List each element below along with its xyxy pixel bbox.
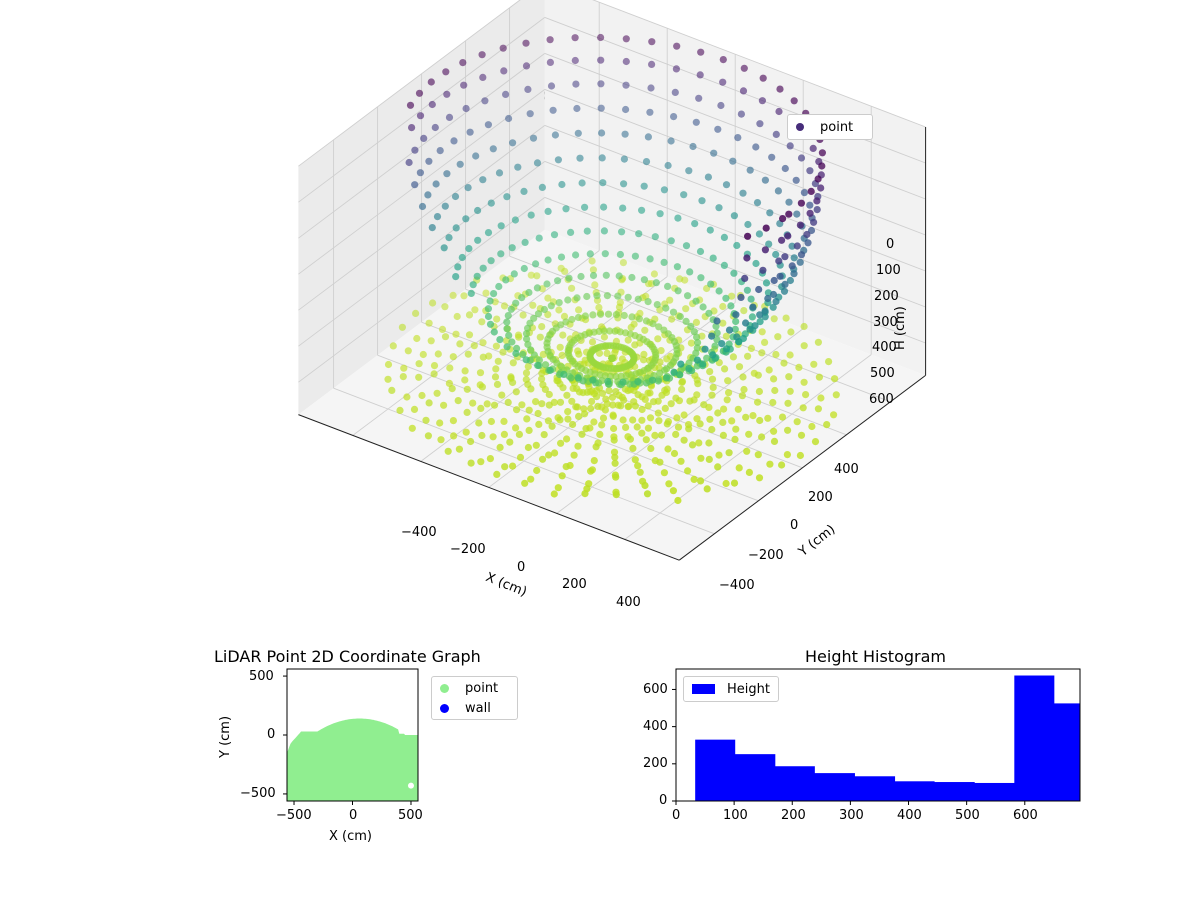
hist-x-tick: 600	[1013, 808, 1038, 823]
hist-x-tick: 0	[672, 808, 680, 823]
hist-y-tick: 400	[643, 719, 668, 734]
hist-x-tick: 400	[897, 808, 922, 823]
hist-y-tick: 0	[659, 793, 667, 808]
legend-label: Height	[727, 682, 770, 697]
legend-height-swatch-icon	[692, 684, 715, 694]
hist-x-tick: 100	[723, 808, 748, 823]
histogram-plot	[0, 0, 1200, 900]
hist-y-tick: 600	[643, 682, 668, 697]
histogram-legend: Height	[683, 676, 779, 702]
hist-x-tick: 500	[955, 808, 980, 823]
hist-x-tick: 300	[839, 808, 864, 823]
hist-x-tick: 200	[781, 808, 806, 823]
hist-y-tick: 200	[643, 756, 668, 771]
